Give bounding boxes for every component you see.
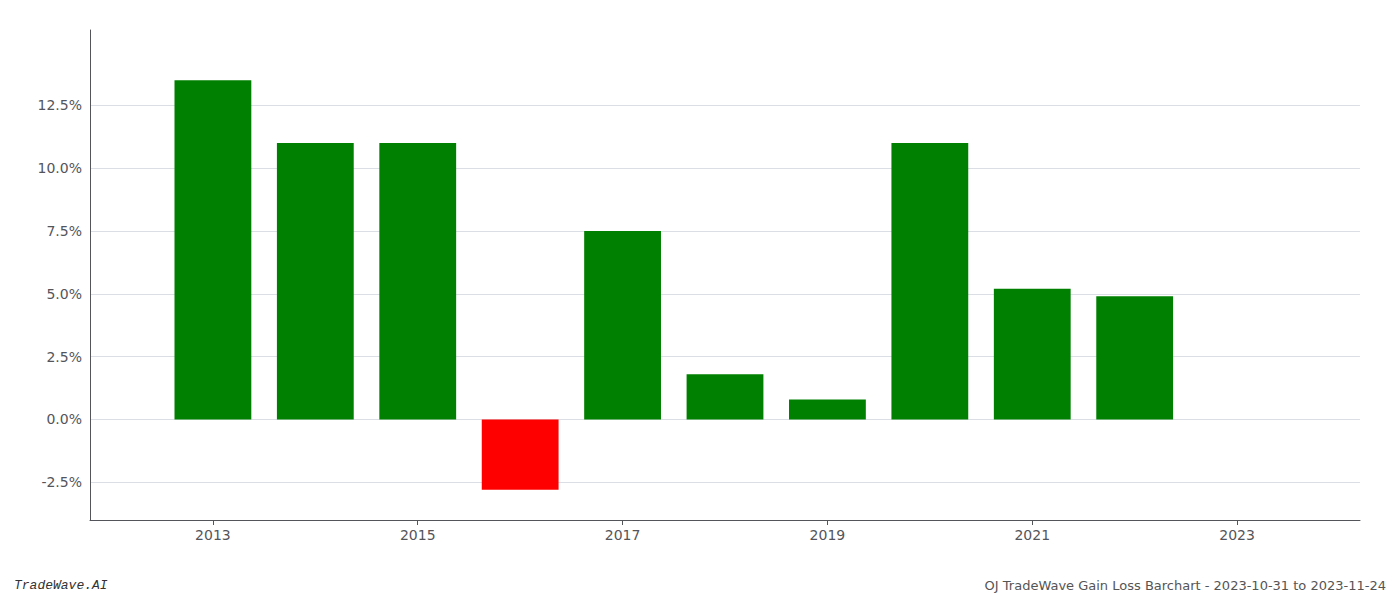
svg-text:10.0%: 10.0% <box>38 160 82 176</box>
svg-text:5.0%: 5.0% <box>46 286 82 302</box>
svg-text:2015: 2015 <box>400 527 436 543</box>
svg-text:12.5%: 12.5% <box>38 97 82 113</box>
svg-text:OJ TradeWave Gain Loss Barchar: OJ TradeWave Gain Loss Barchart - 2023-1… <box>985 578 1386 593</box>
svg-text:2023: 2023 <box>1219 527 1255 543</box>
svg-text:0.0%: 0.0% <box>46 411 82 427</box>
svg-text:7.5%: 7.5% <box>46 223 82 239</box>
svg-text:TradeWave.AI: TradeWave.AI <box>14 578 108 593</box>
svg-text:-2.5%: -2.5% <box>41 474 82 490</box>
svg-text:2017: 2017 <box>605 527 641 543</box>
svg-text:2.5%: 2.5% <box>46 349 82 365</box>
svg-text:2019: 2019 <box>810 527 846 543</box>
svg-text:2021: 2021 <box>1014 527 1050 543</box>
svg-text:2013: 2013 <box>195 527 231 543</box>
